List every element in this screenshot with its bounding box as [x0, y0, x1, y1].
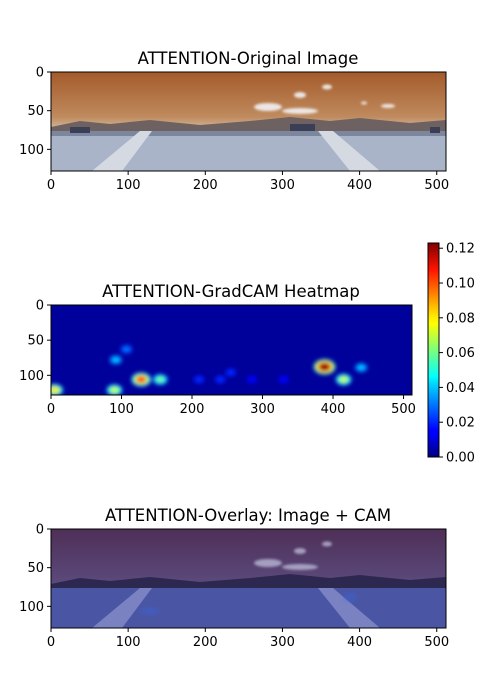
y-tick-label: 50: [27, 561, 44, 576]
colorbar-tick-label: 0.02: [446, 416, 475, 431]
x-tick-label: 300: [270, 178, 295, 193]
original-image-panel: ATTENTION-Original Image: [19, 49, 449, 193]
heatmap-hotspot: [110, 387, 119, 393]
x-tick-label: 400: [321, 402, 346, 417]
heatmap-hotspot: [281, 377, 287, 382]
original-image-title: ATTENTION-Original Image: [138, 49, 359, 68]
colorbar-tick-label: 0.00: [446, 451, 475, 466]
original-image: [51, 72, 446, 171]
heatmap-hotspot: [358, 365, 365, 370]
gradcam-heatmap-axes: 0 100 200 300 400 500 0 50 100: [19, 299, 416, 418]
heatmap-hotspots: [51, 344, 368, 395]
x-tick-label: 400: [347, 635, 372, 650]
y-tick-label: 0: [36, 523, 44, 538]
y-tick-label: 100: [19, 369, 44, 384]
gradcam-heatmap: [51, 305, 412, 395]
heatmap-hotspot: [112, 357, 119, 362]
colorbar-tick-label: 0.10: [446, 277, 475, 292]
y-tick-label: 0: [36, 299, 44, 314]
original-image-axes: 0 100 200 300 400 500 0 50 100: [19, 66, 449, 194]
overlay-axes: 0 100 200 300 400 500 0 50 100: [19, 523, 449, 651]
colorbar-tick-label: 0.06: [446, 346, 475, 361]
x-tick-label: 200: [193, 635, 218, 650]
x-tick-label: 500: [424, 635, 449, 650]
gradcam-heatmap-panel: ATTENTION-GradCAM Heatmap 0 100 200 300 400 5…: [19, 282, 416, 417]
heatmap-background: [51, 305, 412, 395]
overlay-title: ATTENTION-Overlay: Image + CAM: [105, 506, 391, 525]
x-tick-label: 100: [116, 635, 141, 650]
x-tick-label: 0: [47, 402, 55, 417]
heatmap-hotspot: [136, 376, 146, 383]
colorbar-frame: [427, 242, 440, 458]
x-tick-label: 0: [47, 635, 55, 650]
x-tick-label: 200: [193, 178, 218, 193]
x-tick-label: 200: [180, 402, 205, 417]
colorbar: 0.00 0.02 0.04 0.06 0.08 0.10 0.12: [427, 242, 475, 466]
heatmap-hotspot: [51, 387, 59, 393]
x-tick-label: 300: [250, 402, 275, 417]
heatmap-hotspot: [339, 376, 348, 383]
y-tick-label: 50: [27, 104, 44, 119]
heatmap-hotspot: [123, 347, 130, 352]
heatmap-hotspot: [196, 377, 202, 382]
y-tick-label: 100: [19, 143, 44, 158]
overlay-frame: [50, 528, 447, 629]
x-tick-label: 100: [109, 402, 134, 417]
x-tick-label: 400: [347, 178, 372, 193]
x-tick-label: 500: [424, 178, 449, 193]
heatmap-hotspot: [217, 377, 223, 382]
colorbar-tick-label: 0.04: [446, 381, 475, 396]
heatmap-hotspot: [249, 377, 255, 382]
gradcam-heatmap-title: ATTENTION-GradCAM Heatmap: [102, 282, 360, 301]
x-tick-label: 100: [116, 178, 141, 193]
colorbar-tick-label: 0.12: [446, 242, 475, 257]
heatmap-hotspot: [319, 363, 330, 371]
gradcam-heatmap-frame: [50, 304, 413, 396]
colorbar-tick-label: 0.08: [446, 311, 475, 326]
overlay-image: [51, 529, 446, 628]
colorbar-gradient: [428, 243, 439, 457]
heatmap-hotspot: [156, 377, 164, 383]
y-tick-label: 0: [36, 66, 44, 81]
y-tick-label: 50: [27, 334, 44, 349]
heatmap-hotspot: [228, 370, 234, 375]
x-tick-label: 0: [47, 178, 55, 193]
y-tick-label: 100: [19, 600, 44, 615]
original-image-frame: [50, 71, 447, 172]
x-tick-label: 500: [391, 402, 416, 417]
x-tick-label: 300: [270, 635, 295, 650]
overlay-panel: ATTENTION-Overlay: Image + CAM 0 100 200 30…: [19, 506, 449, 650]
colorbar-ticks: 0.00 0.02 0.04 0.06 0.08 0.10 0.12: [439, 242, 475, 466]
